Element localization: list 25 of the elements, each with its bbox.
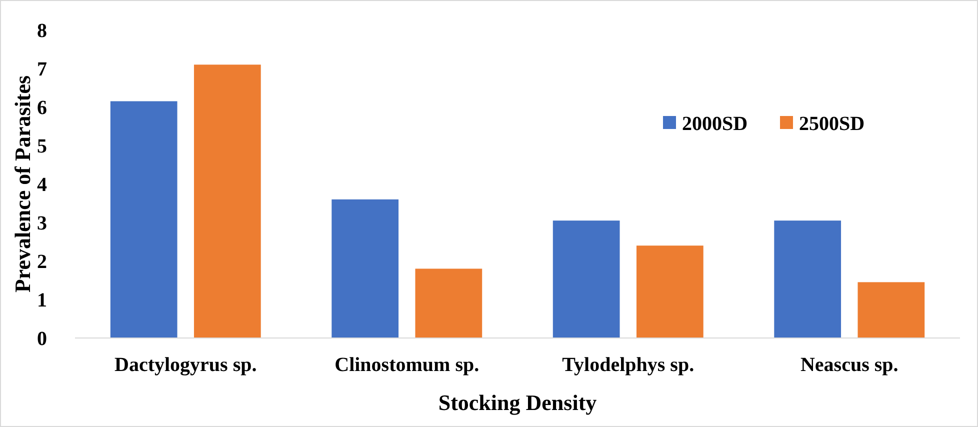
y-tick-label: 6 <box>37 97 47 119</box>
legend-label: 2500SD <box>799 113 865 135</box>
bar <box>774 220 842 338</box>
x-tick-label: Dactylogyrus sp. <box>114 354 257 376</box>
y-tick-label: 2 <box>37 251 47 273</box>
bar <box>110 101 178 338</box>
x-axis-title: Stocking Density <box>438 390 597 415</box>
bar <box>415 268 482 338</box>
y-axis-title: Prevalence of Parasites <box>10 75 35 293</box>
x-tick-label: Tylodelphys sp. <box>562 354 694 376</box>
bar <box>636 246 704 338</box>
legend-label: 2000SD <box>682 113 748 135</box>
bar <box>858 282 925 338</box>
x-tick-label: Clinostomum sp. <box>334 354 480 376</box>
y-tick-label: 3 <box>37 212 47 234</box>
y-tick-label: 7 <box>37 58 47 80</box>
y-tick-label: 8 <box>37 20 47 42</box>
x-tick-label: Neascus sp. <box>800 354 898 376</box>
y-tick-label: 4 <box>37 174 47 196</box>
bar <box>194 64 261 338</box>
y-tick-label: 1 <box>37 290 47 312</box>
bar <box>552 220 620 338</box>
y-tick-label: 0 <box>37 328 47 350</box>
y-tick-label: 5 <box>37 136 47 158</box>
bar <box>332 199 399 338</box>
